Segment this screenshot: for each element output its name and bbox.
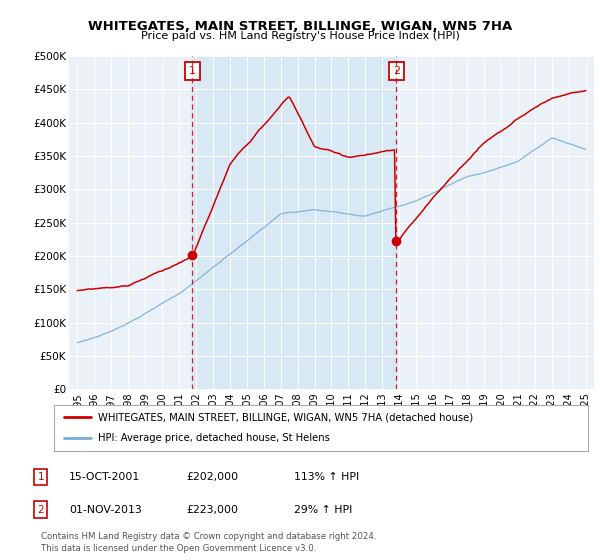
Text: WHITEGATES, MAIN STREET, BILLINGE, WIGAN, WN5 7HA: WHITEGATES, MAIN STREET, BILLINGE, WIGAN… (88, 20, 512, 32)
Text: 113% ↑ HPI: 113% ↑ HPI (294, 472, 359, 482)
Text: 01-NOV-2013: 01-NOV-2013 (69, 505, 142, 515)
Text: £202,000: £202,000 (186, 472, 238, 482)
Text: Contains HM Land Registry data © Crown copyright and database right 2024.
This d: Contains HM Land Registry data © Crown c… (41, 533, 376, 553)
Text: 29% ↑ HPI: 29% ↑ HPI (294, 505, 352, 515)
Text: 15-OCT-2001: 15-OCT-2001 (69, 472, 140, 482)
Text: WHITEGATES, MAIN STREET, BILLINGE, WIGAN, WN5 7HA (detached house): WHITEGATES, MAIN STREET, BILLINGE, WIGAN… (98, 412, 473, 422)
Text: 2: 2 (37, 505, 44, 515)
Text: Price paid vs. HM Land Registry's House Price Index (HPI): Price paid vs. HM Land Registry's House … (140, 31, 460, 41)
Text: 1: 1 (37, 472, 44, 482)
Text: £223,000: £223,000 (186, 505, 238, 515)
Text: 1: 1 (189, 66, 196, 76)
Text: HPI: Average price, detached house, St Helens: HPI: Average price, detached house, St H… (98, 433, 329, 444)
Bar (193, 56, 397, 389)
Text: 2: 2 (393, 66, 400, 76)
